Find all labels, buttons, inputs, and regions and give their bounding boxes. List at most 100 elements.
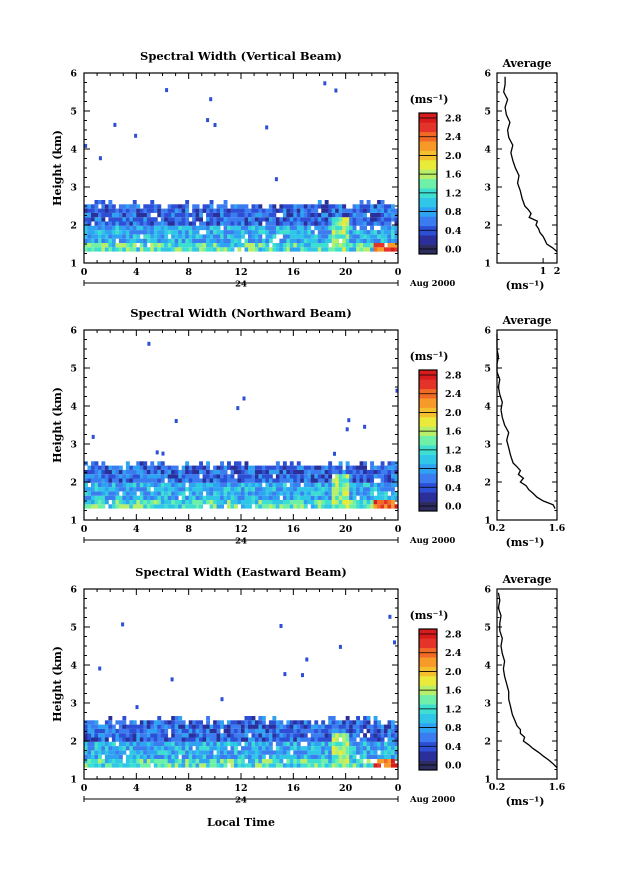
heatmap-cell: [286, 247, 291, 252]
heatmap-cell: [391, 247, 395, 252]
heatmap-cell: [118, 763, 123, 768]
heatmap-cell: [150, 465, 155, 470]
heatmap-cell: [209, 754, 214, 759]
heatmap-cell: [314, 728, 319, 734]
heatmap-cell: [314, 759, 319, 764]
heatmap-cell: [303, 763, 308, 768]
heatmap-cell: [248, 208, 252, 213]
colorbar-tick-label: 0.8: [445, 723, 462, 734]
heatmap-cell: [300, 737, 305, 742]
heatmap-cell: [178, 720, 183, 725]
heatmap-cell: [146, 720, 151, 725]
heatmap-cell: [216, 746, 221, 751]
heatmap-cell: [206, 495, 210, 500]
heatmap-cell: [167, 247, 172, 252]
heatmap-cell: [129, 754, 134, 759]
heatmap-cell: [111, 247, 116, 252]
heatmap-cell: [338, 478, 343, 483]
heatmap-cell: [331, 247, 336, 252]
heatmap-cell: [181, 465, 186, 470]
heatmap-cell: [391, 234, 395, 239]
heatmap-cell: [87, 741, 92, 747]
heatmap-cell: [84, 143, 88, 148]
heatmap-cell: [391, 208, 395, 213]
heatmap-cell: [380, 759, 385, 764]
heatmap-cell: [125, 461, 130, 466]
heatmap-cell: [185, 234, 190, 239]
heatmap-cell: [230, 204, 235, 209]
heatmap-cell: [289, 225, 294, 231]
heatmap-cell: [153, 204, 158, 209]
heatmap-cell: [268, 750, 273, 755]
heatmap-cell: [248, 474, 252, 479]
heatmap-cell: [192, 221, 197, 226]
heatmap-cell: [118, 733, 123, 738]
heatmap-cell: [216, 217, 221, 222]
heatmap-cell: [370, 212, 374, 218]
heatmap-cell: [213, 243, 217, 248]
heatmap-cell: [122, 763, 127, 768]
heatmap-cell: [223, 750, 228, 755]
heatmap-cell: [171, 208, 176, 213]
heatmap-cell: [317, 759, 322, 764]
heatmap-cell: [328, 474, 333, 479]
heatmap-cell: [366, 759, 371, 764]
heatmap-cell: [241, 204, 245, 209]
heatmap-cell: [384, 230, 388, 235]
heatmap-cell: [331, 230, 336, 235]
heatmap-cell: [248, 491, 252, 496]
heatmap-cell: [356, 741, 360, 747]
heatmap-cell: [373, 204, 378, 209]
heatmap-cell: [139, 754, 144, 759]
heatmap-cell: [118, 746, 123, 751]
heatmap-cell: [370, 208, 374, 213]
heatmap-cell: [98, 212, 102, 218]
heatmap-cell: [387, 746, 392, 751]
heatmap-cell: [237, 217, 242, 222]
heatmap-cell: [136, 234, 141, 239]
heatmap-cell: [129, 469, 134, 475]
heatmap-cell: [310, 243, 315, 248]
heatmap-cell: [132, 243, 137, 248]
heatmap-cell: [241, 754, 245, 759]
heatmap-cell: [129, 212, 134, 218]
heatmap-cell: [216, 247, 221, 252]
heatmap-cell: [122, 204, 127, 209]
heatmap-cell: [213, 759, 217, 764]
heatmap-cell: [394, 737, 399, 742]
avg-frame: [496, 329, 558, 521]
heatmap-cell: [363, 763, 367, 768]
heatmap-cell: [237, 500, 242, 505]
heatmap-cell: [366, 737, 371, 742]
heatmap-cell: [377, 754, 381, 759]
heatmap-cell: [293, 737, 298, 742]
heatmap-cell: [286, 759, 291, 764]
heatmap-cell: [293, 243, 298, 248]
heatmap-cell: [113, 122, 117, 127]
heatmap-cell: [328, 733, 333, 738]
heatmap-cell: [216, 741, 221, 747]
heatmap-cell: [206, 482, 210, 488]
heatmap-cell: [314, 750, 319, 755]
heatmap-cell: [244, 474, 249, 479]
heatmap-cell: [289, 204, 294, 209]
heatmap-cell: [241, 720, 245, 725]
heatmap-cell: [199, 746, 203, 751]
heatmap-cell: [118, 720, 123, 725]
heatmap-cell: [387, 759, 392, 764]
heatmap-cell: [293, 720, 298, 725]
heatmap-cell: [248, 728, 252, 734]
heatmap-cell: [181, 754, 186, 759]
heatmap-cell: [234, 461, 238, 466]
heatmap-cell: [394, 504, 399, 509]
heatmap-cell: [174, 759, 179, 764]
heatmap-cell: [296, 234, 301, 239]
heatmap-cell: [317, 500, 322, 505]
heatmap-cell: [195, 230, 200, 235]
heatmap-cell: [164, 208, 169, 213]
heatmap-cell: [237, 495, 242, 500]
heatmap-cell: [188, 733, 193, 738]
heatmap-cell: [345, 465, 350, 470]
heatmap-cell: [181, 759, 186, 764]
heatmap-cell: [258, 759, 263, 764]
